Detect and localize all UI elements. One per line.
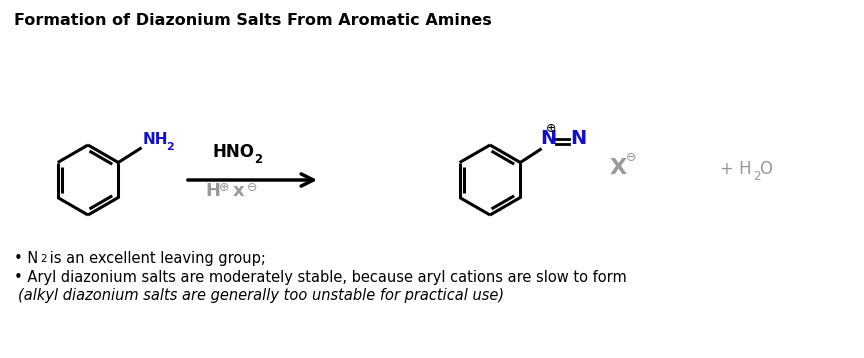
Text: is an excellent leaving group;: is an excellent leaving group; bbox=[45, 251, 266, 266]
Text: HNO: HNO bbox=[212, 143, 254, 161]
Text: 2: 2 bbox=[40, 254, 47, 264]
Text: NH: NH bbox=[143, 132, 168, 147]
Text: X: X bbox=[610, 158, 627, 178]
Text: + H: + H bbox=[720, 160, 752, 178]
Text: H: H bbox=[205, 182, 220, 200]
Text: (alkyl diazonium salts are generally too unstable for practical use): (alkyl diazonium salts are generally too… bbox=[18, 288, 504, 303]
Text: 2: 2 bbox=[753, 170, 760, 183]
Text: • Aryl diazonium salts are moderately stable, because aryl cations are slow to f: • Aryl diazonium salts are moderately st… bbox=[14, 270, 626, 285]
Text: Formation of Diazonium Salts From Aromatic Amines: Formation of Diazonium Salts From Aromat… bbox=[14, 13, 492, 28]
Text: ⊕: ⊕ bbox=[219, 181, 230, 194]
Text: 2: 2 bbox=[254, 153, 262, 166]
Text: N: N bbox=[540, 129, 556, 147]
Text: • N: • N bbox=[14, 251, 38, 266]
Text: ⊖: ⊖ bbox=[626, 151, 637, 164]
Text: N: N bbox=[570, 129, 587, 147]
Text: ⊖: ⊖ bbox=[247, 181, 257, 194]
Text: x: x bbox=[233, 182, 245, 200]
Text: 2: 2 bbox=[166, 141, 174, 151]
Text: ⊕: ⊕ bbox=[546, 121, 556, 135]
Text: O: O bbox=[759, 160, 772, 178]
